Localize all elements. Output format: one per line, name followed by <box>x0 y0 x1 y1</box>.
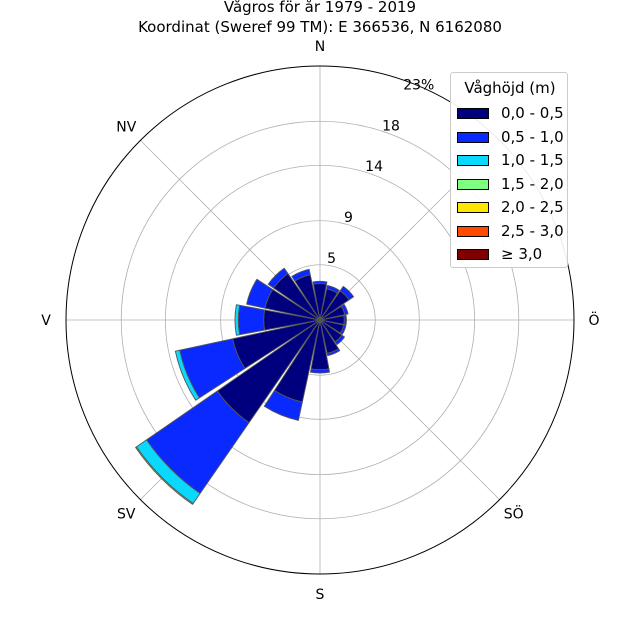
legend-label: 1,5 - 2,0 <box>501 174 564 193</box>
ring-gridline <box>164 164 476 476</box>
legend-label: ≥ 3,0 <box>501 245 543 263</box>
sector-bar-segment <box>339 324 347 335</box>
ring-gridline <box>220 220 420 420</box>
chart-title: Vågros för år 1979 - 2019 <box>223 0 417 16</box>
radial-tick-label: 18 <box>382 118 400 134</box>
sector-bar-segment <box>135 446 194 505</box>
direction-label: S <box>316 587 325 603</box>
legend-swatch <box>457 249 489 260</box>
legend-swatch <box>457 155 489 166</box>
radial-tick-label: 14 <box>365 159 383 175</box>
direction-label: SÖ <box>504 505 524 523</box>
legend-label: 1,0 - 1,5 <box>501 151 564 169</box>
sector-bar-segment <box>237 304 266 336</box>
legend: Våghöjd (m) 0,0 - 0,5 0,5 - 1,0 1,0 - 1,5 1… <box>450 72 568 268</box>
direction-label: V <box>41 313 51 329</box>
sector-bar-segment <box>340 303 349 316</box>
sector-bar-segment <box>326 285 340 294</box>
legend-label: 0,0 - 0,5 <box>501 104 564 122</box>
sector-bars <box>135 267 355 505</box>
legend-swatch <box>457 108 489 119</box>
chart-subtitle: Koordinat (Sweref 99 TM): E 366536, N 61… <box>138 18 502 36</box>
ring-gridline <box>120 120 520 520</box>
radial-tick-label: 9 <box>344 210 353 226</box>
sector-bar-segment <box>312 280 328 285</box>
legend-title: Våghöjd (m) <box>464 79 556 97</box>
direction-label: NV <box>116 119 136 135</box>
legend-swatch <box>457 178 489 190</box>
sector-bar-segment <box>343 314 347 326</box>
outer-circle <box>65 65 575 575</box>
sector-bar-segment <box>339 285 355 301</box>
radial-gridline <box>319 319 500 500</box>
sector-bar-segment <box>326 348 341 357</box>
legend-swatch <box>457 131 489 143</box>
sector-bar-segment <box>310 368 330 374</box>
direction-label: N <box>315 39 325 55</box>
sector-bar-segment <box>263 390 303 421</box>
sector-bar-segment <box>246 278 274 309</box>
legend-swatch <box>457 225 489 237</box>
direction-label: SV <box>117 507 136 523</box>
sector-bar-segment <box>267 267 289 289</box>
radial-tick-label: 5 <box>327 251 336 267</box>
legend-label: 0,5 - 1,0 <box>501 127 564 146</box>
radial-max-label: 23% <box>403 77 434 93</box>
sector-bar-segment <box>234 304 241 336</box>
sector-bar-segment <box>174 349 200 401</box>
legend-label: 2,5 - 3,0 <box>501 221 564 240</box>
legend-swatch <box>457 202 489 213</box>
direction-label: Ö <box>588 311 599 329</box>
sector-bar-segment <box>334 334 345 345</box>
sector-bar-segment <box>291 268 311 282</box>
legend-label: 2,0 - 2,5 <box>501 198 564 216</box>
